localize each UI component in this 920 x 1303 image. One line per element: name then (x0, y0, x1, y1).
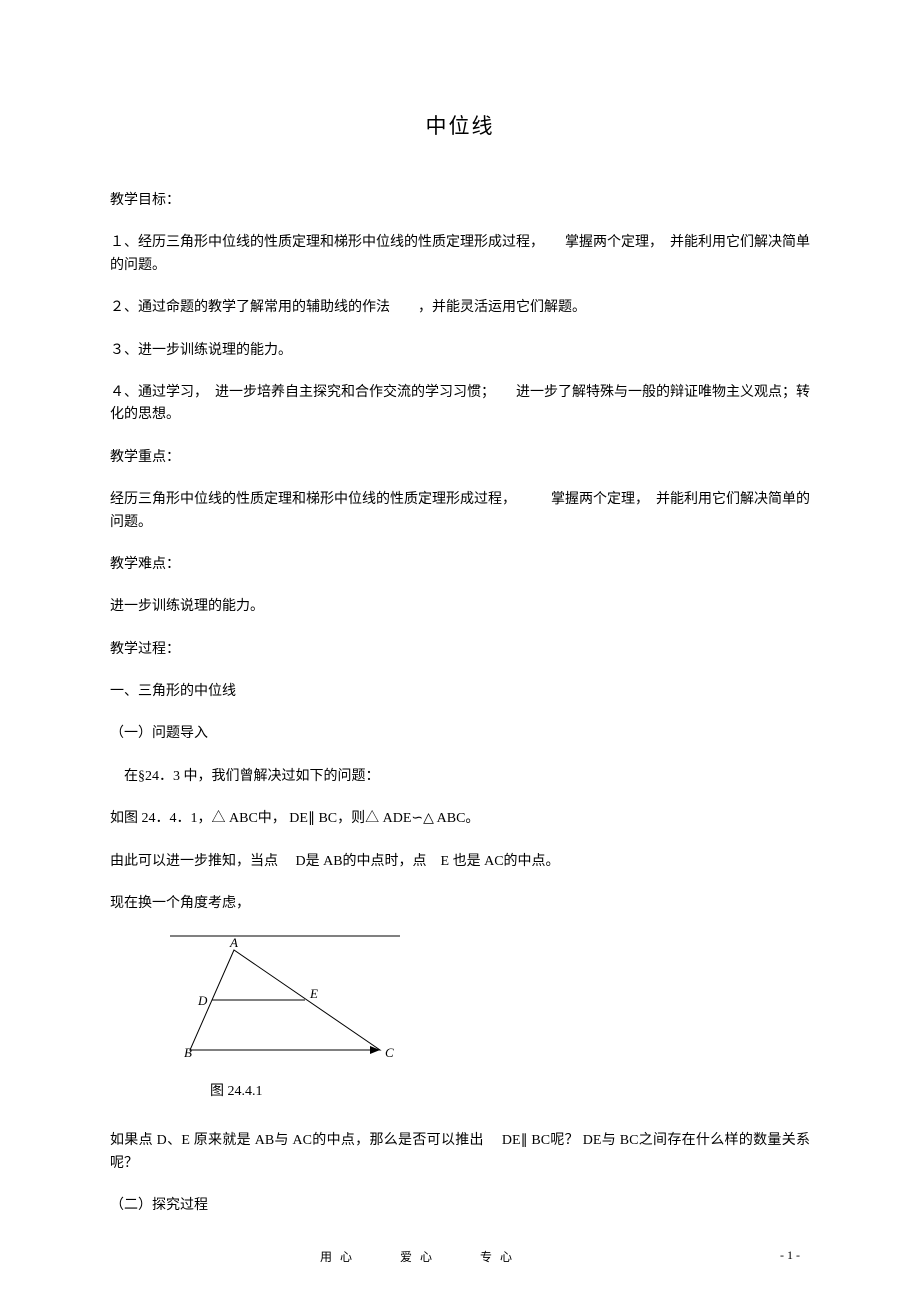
triangle-svg: A B C D E (170, 935, 400, 1065)
footer-motto: 用心 爱心 专心 (320, 1248, 520, 1265)
section-label-difficulty: 教学难点： (110, 554, 810, 576)
label-b: B (184, 1045, 192, 1060)
label-e: E (309, 986, 318, 1001)
goal-item-4: ４、通过学习， 进一步培养自主探究和合作交流的学习习惯； 进一步了解特殊与一般的… (110, 382, 810, 427)
difficulty-text: 进一步训练说理的能力。 (110, 596, 810, 618)
process-text-3: 由此可以进一步推知，当点 D是 AB的中点时，点 E 也是 AC的中点。 (110, 851, 810, 873)
section-heading-1-1: （一）问题导入 (110, 723, 810, 745)
page-number: - 1 - (780, 1248, 800, 1263)
focus-text: 经历三角形中位线的性质定理和梯形中位线的性质定理形成过程， 掌握两个定理， 并能… (110, 489, 810, 534)
section-heading-1-2: （二）探究过程 (110, 1195, 810, 1217)
question-text: 如果点 D、E 原来就是 AB与 AC的中点，那么是否可以推出 DE∥ BC呢？… (110, 1130, 810, 1175)
section-label-focus: 教学重点： (110, 447, 810, 469)
goal-item-3: ３、进一步训练说理的能力。 (110, 340, 810, 362)
arrow-c (370, 1046, 380, 1054)
label-c: C (385, 1045, 394, 1060)
section-heading-1: 一、三角形的中位线 (110, 681, 810, 703)
label-a: A (229, 935, 238, 950)
page-title: 中位线 (110, 110, 810, 140)
process-text-4: 现在换一个角度考虑， (110, 893, 810, 915)
section-label-process: 教学过程： (110, 639, 810, 661)
goal-item-1: １、经历三角形中位线的性质定理和梯形中位线的性质定理形成过程， 掌握两个定理， … (110, 232, 810, 277)
figure-triangle: A B C D E (170, 935, 810, 1070)
process-text-1: 在§24．3 中，我们曾解决过如下的问题： (110, 766, 810, 788)
section-label-goals: 教学目标： (110, 190, 810, 212)
label-d: D (197, 993, 208, 1008)
process-text-2: 如图 24．4．1，△ ABC中， DE∥ BC，则△ ADE∽△ ABC。 (110, 808, 810, 830)
goal-item-2: ２、通过命题的教学了解常用的辅助线的作法 ，并能灵活运用它们解题。 (110, 297, 810, 319)
figure-caption: 图 24.4.1 (210, 1080, 810, 1100)
